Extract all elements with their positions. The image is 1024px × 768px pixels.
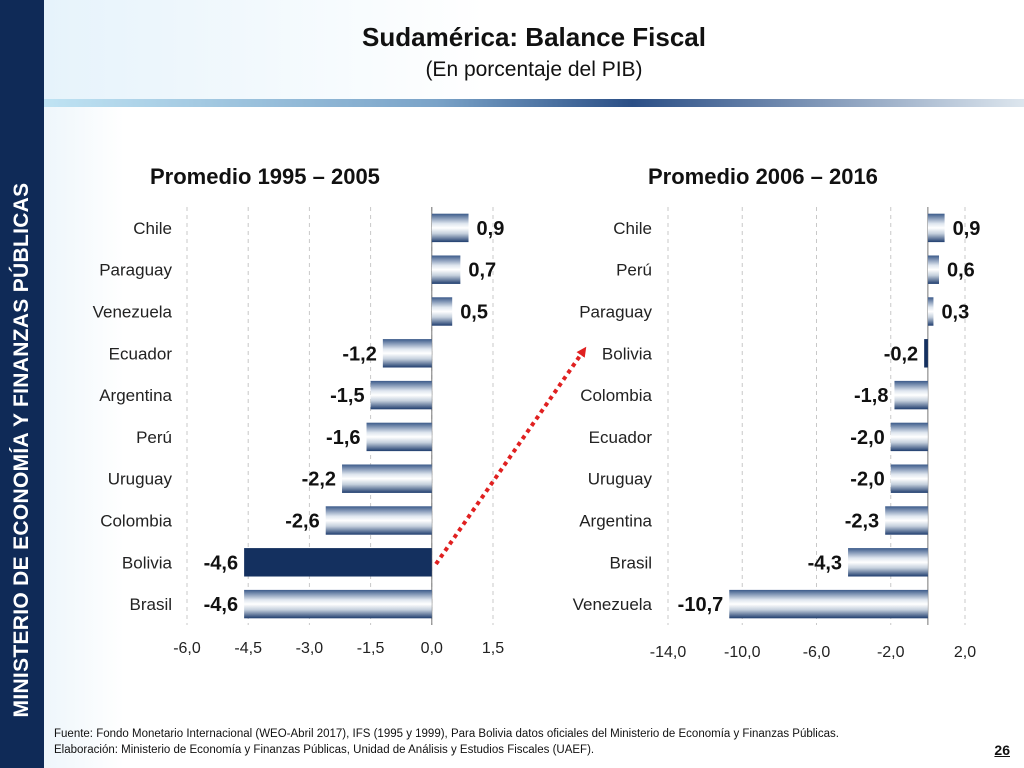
category-label-ecuador-right: Ecuador — [589, 428, 653, 447]
data-label-colombia-right: -1,8 — [854, 385, 888, 407]
slide-title: Sudamérica: Balance Fiscal — [362, 22, 706, 52]
data-label-venezuela-left: 0,5 — [460, 302, 488, 324]
category-label-paraguay-left: Paraguay — [99, 261, 172, 280]
data-label-colombia-left: -2,6 — [285, 511, 319, 533]
category-label-argentina-right: Argentina — [579, 512, 652, 531]
category-label-peru-left: Perú — [136, 428, 172, 447]
data-label-bolivia-right: -0,2 — [884, 343, 918, 365]
bar-paraguay-right — [927, 297, 934, 326]
footer-elaboration: Elaboración: Ministerio de Economía y Fi… — [54, 744, 595, 756]
header-rule — [44, 99, 1024, 107]
data-label-paraguay-right: 0,3 — [941, 302, 969, 324]
bar-bolivia-left — [244, 548, 432, 577]
bar-ecuador-left — [382, 339, 432, 368]
side-band: MINISTERIO DE ECONOMÍA Y FINANZAS PÚBLIC… — [0, 0, 44, 768]
category-label-bolivia-right: Bolivia — [602, 344, 653, 363]
bar-argentina-right — [885, 506, 928, 535]
chart-right: Chile 0,9 Perú 0,6 Paraguay 0,3 Bolivia -0,2 Col… — [573, 207, 981, 661]
data-label-chile-left: 0,9 — [477, 218, 505, 240]
category-label-ecuador-left: Ecuador — [109, 344, 173, 363]
data-label-ecuador-left: -1,2 — [342, 343, 376, 365]
category-label-uruguay-left: Uruguay — [108, 470, 173, 489]
bar-peru-right — [927, 255, 940, 284]
data-label-peru-right: 0,6 — [947, 260, 975, 282]
bar-venezuela-left — [431, 297, 453, 326]
bar-chile-left — [431, 213, 469, 243]
page-number: 26 — [994, 742, 1010, 758]
category-label-brasil-right: Brasil — [609, 553, 652, 572]
tick-label-left-2: -3,0 — [296, 640, 324, 657]
chart-left: Chile 0,9 Paraguay 0,7 Venezuela 0,5 Ecuador -1… — [93, 207, 505, 657]
bar-uruguay-right — [890, 464, 928, 493]
tick-label-right-4: 2,0 — [954, 644, 976, 661]
category-label-brasil-left: Brasil — [129, 595, 172, 614]
data-label-peru-left: -1,6 — [326, 427, 360, 449]
bar-brasil-left — [244, 589, 432, 619]
bar-ecuador-right — [890, 422, 928, 452]
data-label-argentina-right: -2,3 — [845, 511, 879, 533]
bar-colombia-right — [894, 380, 928, 410]
tick-label-left-0: -6,0 — [173, 640, 201, 657]
tick-label-right-3: -2,0 — [877, 644, 905, 661]
category-label-argentina-left: Argentina — [99, 386, 172, 405]
category-label-bolivia-left: Bolivia — [122, 553, 173, 572]
category-label-chile-left: Chile — [133, 219, 172, 238]
bar-chile-right — [927, 213, 945, 243]
category-label-chile-right: Chile — [613, 219, 652, 238]
data-label-ecuador-right: -2,0 — [850, 427, 884, 449]
tick-label-right-1: -10,0 — [724, 644, 761, 661]
data-label-brasil-right: -4,3 — [808, 552, 842, 574]
tick-label-right-0: -14,0 — [650, 644, 687, 661]
category-label-colombia-left: Colombia — [100, 512, 172, 531]
data-label-brasil-left: -4,6 — [204, 594, 238, 616]
bar-colombia-left — [325, 506, 432, 535]
data-label-bolivia-left: -4,6 — [204, 552, 238, 574]
bar-argentina-left — [370, 380, 432, 410]
header-background — [44, 0, 1024, 100]
tick-label-right-2: -6,0 — [803, 644, 831, 661]
data-label-argentina-left: -1,5 — [330, 385, 364, 407]
bolivia-shift-arrow — [434, 346, 587, 566]
data-label-chile-right: 0,9 — [953, 218, 981, 240]
data-label-uruguay-right: -2,0 — [850, 469, 884, 491]
bar-uruguay-left — [342, 464, 432, 493]
category-label-uruguay-right: Uruguay — [588, 470, 653, 489]
footer-source: Fuente: Fondo Monetario Internacional (W… — [54, 728, 839, 740]
decorative-gradient-band — [44, 0, 124, 768]
category-label-venezuela-right: Venezuela — [573, 595, 653, 614]
chart-right-title: Promedio 2006 – 2016 — [648, 164, 878, 189]
category-label-venezuela-left: Venezuela — [93, 303, 173, 322]
data-label-paraguay-left: 0,7 — [468, 260, 496, 282]
footer: Fuente: Fondo Monetario Internacional (W… — [54, 726, 839, 758]
bar-paraguay-left — [431, 255, 461, 284]
category-label-peru-right: Perú — [616, 261, 652, 280]
tick-label-left-3: -1,5 — [357, 640, 385, 657]
tick-label-left-4: 0,0 — [421, 640, 443, 657]
slide-subtitle: (En porcentaje del PIB) — [425, 58, 643, 81]
category-label-colombia-right: Colombia — [580, 386, 652, 405]
bar-bolivia-right — [924, 339, 928, 368]
tick-label-left-1: -4,5 — [234, 640, 262, 657]
tick-label-left-5: 1,5 — [482, 640, 504, 657]
bar-venezuela-right — [729, 589, 928, 619]
bar-brasil-right — [848, 548, 928, 577]
chart-left-title: Promedio 1995 – 2005 — [150, 164, 380, 189]
bar-peru-left — [366, 422, 432, 452]
data-label-venezuela-right: -10,7 — [678, 594, 724, 616]
category-label-paraguay-right: Paraguay — [579, 303, 652, 322]
data-label-uruguay-left: -2,2 — [302, 469, 336, 491]
